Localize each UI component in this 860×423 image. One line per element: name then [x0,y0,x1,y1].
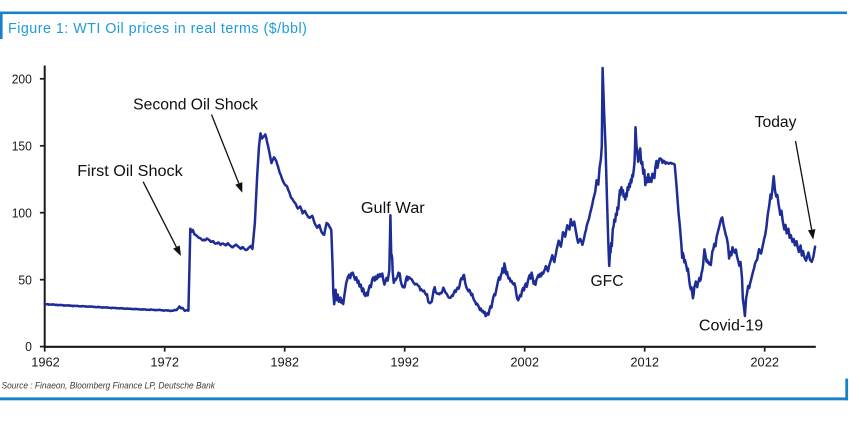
svg-text:Covid-19: Covid-19 [699,317,763,334]
svg-text:1982: 1982 [270,355,299,370]
svg-text:Figure 1: WTI Oil prices in re: Figure 1: WTI Oil prices in real terms (… [8,21,307,37]
svg-text:First Oil Shock: First Oil Shock [77,163,183,180]
svg-text:2002: 2002 [510,355,539,370]
svg-text:200: 200 [12,71,32,86]
svg-text:1992: 1992 [390,355,419,370]
svg-text:1972: 1972 [150,355,179,370]
svg-text:Gulf War: Gulf War [361,200,425,217]
svg-text:Source : Finaeon, Bloomberg Fi: Source : Finaeon, Bloomberg Finance LP, … [2,381,217,392]
svg-text:Today: Today [755,114,797,131]
svg-text:1962: 1962 [31,355,60,370]
svg-text:Second Oil Shock: Second Oil Shock [133,96,258,113]
svg-text:150: 150 [12,138,32,153]
svg-text:50: 50 [18,272,32,287]
svg-text:2012: 2012 [630,355,659,370]
svg-text:GFC: GFC [591,273,624,290]
svg-text:2022: 2022 [750,355,779,370]
svg-text:100: 100 [12,205,32,220]
svg-text:0: 0 [25,339,32,354]
